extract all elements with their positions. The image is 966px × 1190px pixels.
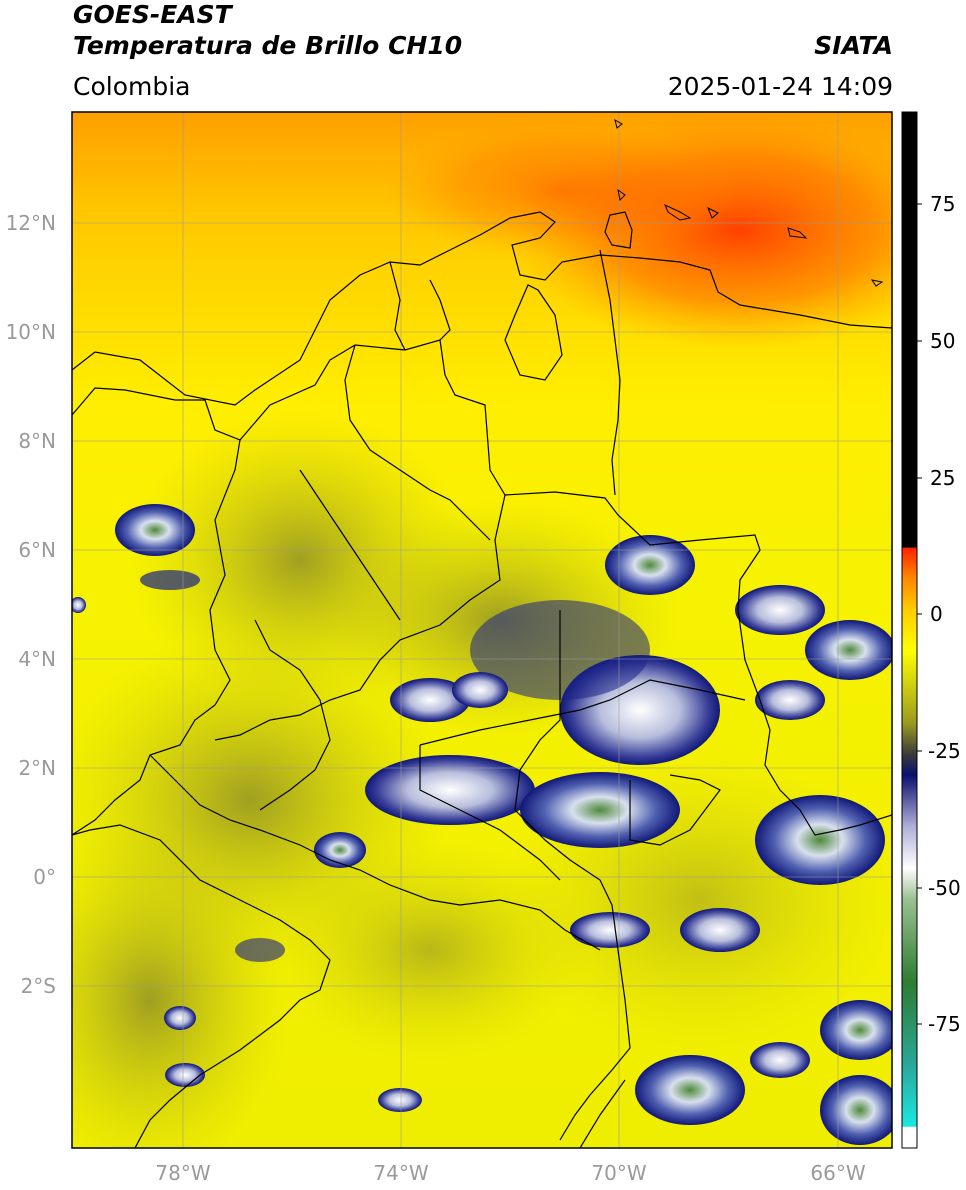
brightness-temperature-field [72,112,892,1148]
longitude-labels: 78°W 74°W 70°W 66°W [155,1161,865,1185]
colorbar: 75 50 25 0 -25 -50 -75 [901,111,961,1149]
lat-tick-12n: 12°N [6,211,56,235]
colorbar-gradient [902,112,917,1148]
political-boundaries [72,211,892,1148]
product-title: Temperatura de Brillo CH10 [73,31,463,60]
colorbar-label-minus50: -50 [928,876,961,900]
map-graticule [72,112,892,1148]
lon-tick-66w: 66°W [810,1161,865,1185]
colorbar-label-minus75: -75 [928,1012,961,1036]
lat-tick-10n: 10°N [6,320,56,344]
colorbar-label-0: 0 [930,602,943,626]
lat-tick-0: 0° [33,865,56,889]
colorbar-label-75: 75 [930,192,955,216]
region-label: Colombia [73,72,191,101]
lat-tick-8n: 8°N [18,429,56,453]
datetime-label: 2025-01-24 14:09 [667,72,893,101]
lon-tick-70w: 70°W [591,1161,646,1185]
brand-label: SIATA [814,31,893,60]
colorbar-label-50: 50 [930,329,955,353]
lat-tick-6n: 6°N [18,538,56,562]
lon-tick-78w: 78°W [155,1161,210,1185]
lat-tick-2n: 2°N [18,756,56,780]
colorbar-frame [901,111,918,1149]
lat-tick-4n: 4°N [18,647,56,671]
islands [614,118,884,287]
map-frame [71,111,893,1149]
colorbar-ticks [917,203,922,1025]
latitude-labels: 12°N 10°N 8°N 6°N 4°N 2°N 0° 2°S [6,211,56,998]
colorbar-label-25: 25 [930,466,955,490]
lat-tick-2s: 2°S [21,974,56,998]
lon-tick-74w: 74°W [373,1161,428,1185]
satellite-title: GOES-EAST [73,0,232,29]
colorbar-label-minus25: -25 [928,739,961,763]
